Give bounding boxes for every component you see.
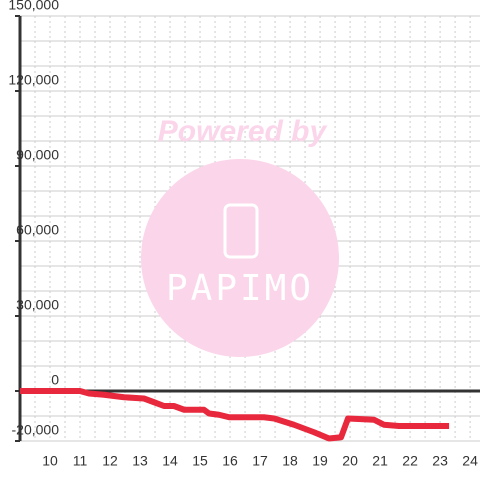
y-tick-label: 90,000 <box>16 147 59 163</box>
x-tick-label: 13 <box>132 453 148 469</box>
watermark-logo: PAPIMO <box>166 268 314 309</box>
x-tick-label: 14 <box>162 453 178 469</box>
x-tick-label: 12 <box>102 453 118 469</box>
watermark-text: Powered by <box>158 115 328 148</box>
x-tick-label: 24 <box>462 453 478 469</box>
x-tick-label: 16 <box>222 453 238 469</box>
x-tick-label: 11 <box>73 453 88 469</box>
x-tick-label: 19 <box>312 453 328 469</box>
x-tick-label: 17 <box>252 453 268 469</box>
x-tick-label: 20 <box>342 453 358 469</box>
y-tick-label: 0 <box>51 372 59 388</box>
y-tick-label: 30,000 <box>16 297 59 313</box>
grid <box>20 15 480 442</box>
y-tick-label: -20,000 <box>12 422 60 438</box>
data-line <box>20 388 450 442</box>
y-tick-label: 120,000 <box>8 72 59 88</box>
y-tick-label: 60,000 <box>16 222 59 238</box>
x-tick-label: 15 <box>192 453 208 469</box>
y-tick-label: 150,000 <box>8 0 59 13</box>
x-tick-label: 18 <box>282 453 298 469</box>
x-tick-label: 23 <box>432 453 448 469</box>
x-tick-label: 10 <box>42 453 58 469</box>
x-tick-label: 21 <box>372 453 388 469</box>
watermark: Powered by PAPIMO <box>141 115 339 357</box>
x-tick-label: 22 <box>402 453 418 469</box>
watermark-phone <box>223 203 259 259</box>
